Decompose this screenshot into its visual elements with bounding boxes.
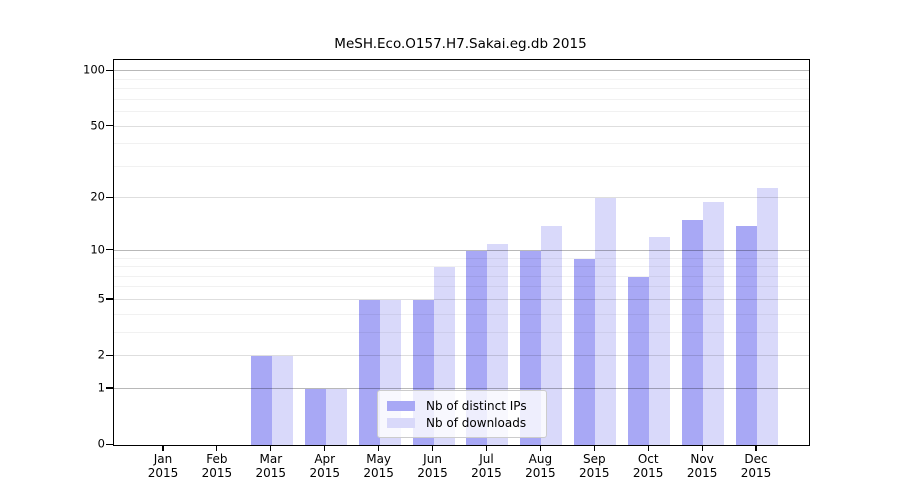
bar-downloads [757, 187, 778, 445]
legend-row-downloads: Nb of downloads [387, 417, 546, 429]
x-tick-mark [593, 445, 595, 451]
x-tick-year: 2015 [471, 465, 502, 480]
x-tick-label: Jan 2015 [127, 452, 199, 480]
y-tick-label: 50 [90, 117, 105, 132]
x-tick-month: Mar [259, 452, 283, 466]
y-tick-mark [106, 298, 113, 300]
x-tick-label: Apr 2015 [289, 452, 361, 480]
x-tick-mark [216, 445, 218, 451]
y-tick-mark [106, 354, 113, 356]
x-tick-year: 2015 [686, 465, 718, 480]
x-tick-label: Aug 2015 [504, 452, 576, 480]
x-tick-month: Nov [690, 452, 714, 466]
x-tick-label: Sep 2015 [558, 452, 630, 480]
y-tick-label: 20 [90, 189, 105, 204]
y-tick-label: 100 [83, 62, 105, 77]
x-tick-mark [270, 445, 272, 451]
x-tick-year: 2015 [525, 465, 556, 480]
x-tick-mark [647, 445, 649, 451]
bar-distinct-ips [628, 276, 650, 445]
x-tick-month: Oct [637, 452, 659, 466]
x-tick-month: Jun [423, 452, 442, 466]
x-tick-label: Mar 2015 [235, 452, 307, 480]
bar-distinct-ips [250, 356, 272, 445]
y-tick-label: 2 [97, 347, 105, 362]
bar-distinct-ips [574, 258, 596, 445]
gridline-minor [114, 143, 809, 145]
x-tick-mark [162, 445, 164, 451]
x-tick-year: 2015 [632, 465, 664, 480]
y-tick-label: 10 [90, 242, 105, 257]
x-tick-month: Aug [528, 452, 553, 466]
plot-area: Nb of distinct IPs Nb of downloads [113, 59, 810, 446]
x-tick-month: Dec [744, 452, 768, 466]
bar-distinct-ips [682, 220, 704, 445]
x-tick-month: Jan [153, 452, 173, 466]
x-tick-mark [755, 445, 757, 451]
gridline-minor [114, 111, 809, 113]
legend-label-downloads: Nb of downloads [426, 415, 527, 430]
y-tick-mark [106, 443, 113, 445]
x-tick-label: Nov 2015 [666, 452, 738, 480]
x-tick-mark [431, 445, 434, 451]
y-tick-mark [106, 387, 113, 389]
gridline-major [114, 125, 809, 127]
bar-downloads [649, 237, 671, 445]
x-tick-label: May 2015 [343, 452, 415, 480]
y-tick-label: 0 [97, 436, 105, 451]
gridline-minor [114, 98, 809, 100]
bar-distinct-ips [736, 225, 757, 445]
legend-label-distinct-ips: Nb of distinct IPs [426, 398, 527, 413]
y-tick-mark [106, 125, 113, 127]
x-tick-year: 2015 [578, 465, 610, 480]
legend-swatch-downloads [387, 417, 415, 428]
x-tick-month: Feb [206, 452, 228, 466]
legend-row-distinct-ips: Nb of distinct IPs [387, 400, 546, 412]
bar-downloads [595, 198, 617, 445]
bar-downloads [271, 356, 293, 445]
x-tick-label: Oct 2015 [612, 452, 684, 480]
legend: Nb of distinct IPs Nb of downloads [377, 390, 547, 438]
x-tick-year: 2015 [147, 465, 179, 480]
gridline-minor [114, 165, 809, 167]
legend-swatch-distinct-ips [387, 400, 415, 411]
x-tick-mark [324, 445, 326, 451]
gridline-minor [114, 78, 809, 80]
x-tick-year: 2015 [740, 465, 772, 480]
x-tick-year: 2015 [309, 465, 340, 480]
y-tick-mark [106, 196, 113, 199]
y-tick-mark [106, 249, 113, 251]
x-tick-label: Feb 2015 [181, 452, 253, 480]
x-tick-year: 2015 [255, 465, 287, 480]
x-tick-year: 2015 [363, 465, 394, 480]
x-tick-month: Apr [314, 452, 336, 466]
x-tick-mark [485, 445, 488, 451]
x-tick-mark [539, 445, 541, 451]
x-tick-mark [378, 445, 380, 451]
x-tick-label: Dec 2015 [720, 452, 792, 480]
bar-downloads [541, 225, 563, 445]
x-tick-month: May [366, 452, 392, 466]
bar-distinct-ips [304, 388, 326, 445]
x-tick-label: Jun 2015 [397, 452, 469, 480]
gridline-minor [114, 88, 809, 90]
bar-downloads [325, 388, 347, 445]
bar-downloads [703, 202, 725, 445]
x-tick-month: Sep [582, 452, 606, 466]
y-tick-label: 1 [97, 380, 105, 395]
gridline-major [114, 70, 809, 72]
y-tick-mark [106, 69, 113, 71]
y-tick-label: 5 [97, 291, 105, 306]
x-tick-year: 2015 [417, 465, 448, 480]
x-tick-label: Jul 2015 [450, 452, 522, 480]
x-tick-mark [701, 445, 703, 451]
gridline-major [114, 197, 809, 199]
x-tick-year: 2015 [201, 465, 233, 480]
bar-distinct-ips [358, 299, 380, 445]
x-tick-month: Jul [479, 452, 494, 466]
chart-title: MeSH.Eco.O157.H7.Sakai.eg.db 2015 [334, 36, 587, 52]
